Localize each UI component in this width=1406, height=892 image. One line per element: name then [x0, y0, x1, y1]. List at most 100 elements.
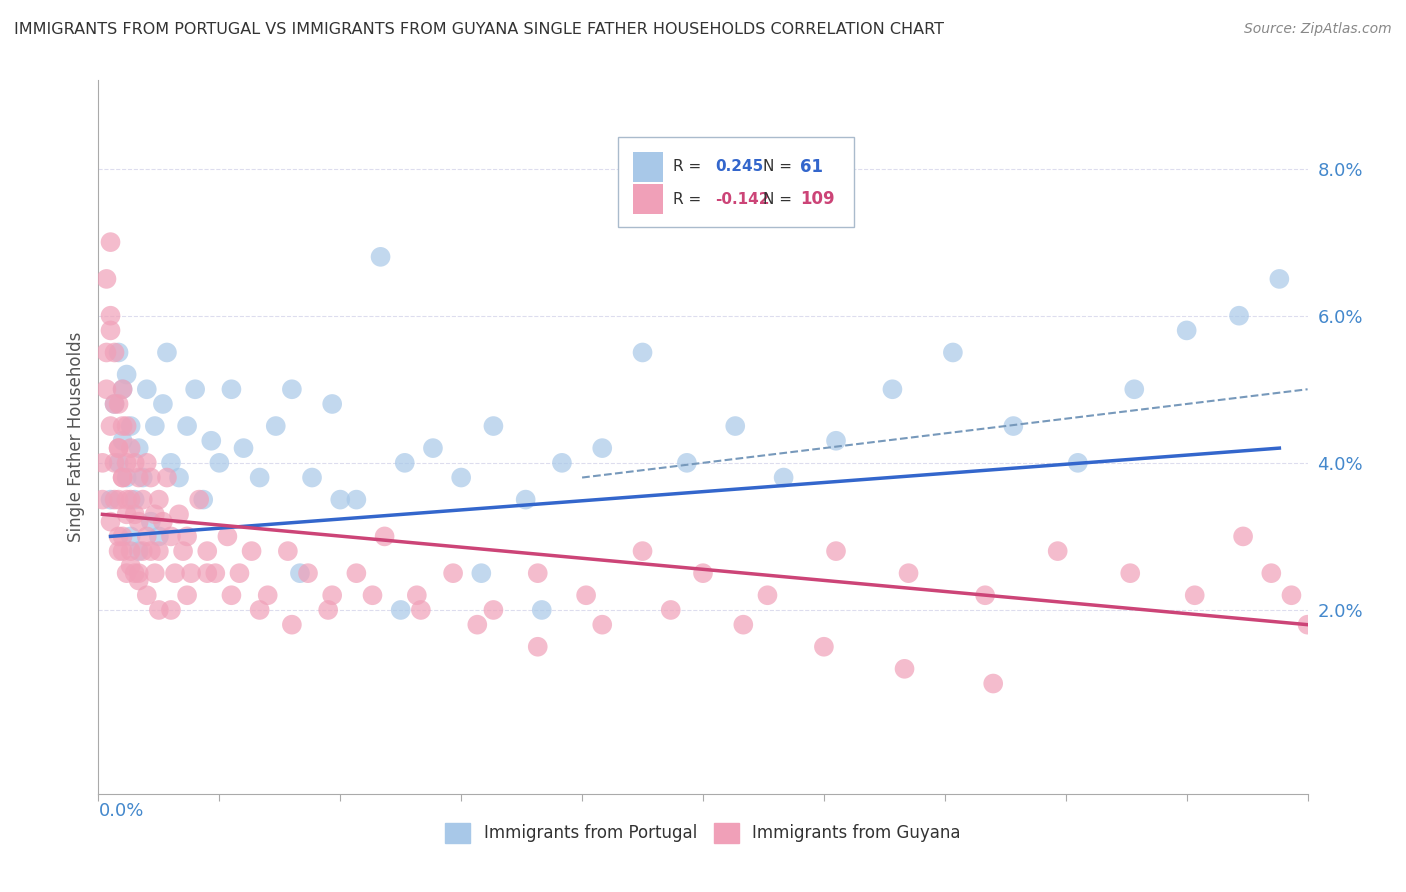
Point [152, 397, 174, 411]
Point [176, 419, 198, 434]
Point [132, 492, 155, 507]
Point [1296, 617, 1319, 632]
Point [124, 508, 146, 522]
Point [188, 492, 211, 507]
Point [409, 603, 432, 617]
Point [1260, 566, 1282, 581]
Point [120, 419, 142, 434]
Point [772, 470, 794, 484]
Point [148, 492, 170, 507]
Point [156, 345, 179, 359]
Point [217, 529, 239, 543]
Point [1002, 419, 1025, 434]
Point [240, 544, 263, 558]
Point [1067, 456, 1090, 470]
Point [120, 529, 142, 543]
Point [107, 397, 129, 411]
Point [232, 441, 254, 455]
Point [575, 588, 598, 602]
Point [139, 544, 162, 558]
Text: R =: R = [672, 192, 706, 207]
Text: R =: R = [672, 159, 706, 174]
Point [128, 515, 150, 529]
Point [1281, 588, 1303, 602]
Point [676, 456, 699, 470]
Point [128, 544, 150, 558]
Point [981, 676, 1004, 690]
Point [115, 419, 138, 434]
Point [135, 456, 157, 470]
Point [1046, 544, 1069, 558]
Point [124, 456, 146, 470]
Point [115, 368, 138, 382]
Point [825, 544, 848, 558]
Point [389, 603, 412, 617]
Point [91, 492, 114, 507]
Point [756, 588, 779, 602]
Point [301, 470, 323, 484]
Point [515, 492, 537, 507]
Point [422, 441, 444, 455]
Point [163, 566, 186, 581]
Point [128, 566, 150, 581]
Point [139, 470, 162, 484]
Point [208, 456, 231, 470]
Point [100, 235, 122, 249]
Point [277, 544, 299, 558]
Point [195, 544, 218, 558]
Point [128, 470, 150, 484]
Point [132, 544, 155, 558]
Point [482, 419, 505, 434]
Point [107, 544, 129, 558]
Point [316, 603, 339, 617]
Point [1268, 272, 1291, 286]
Point [465, 617, 488, 632]
FancyBboxPatch shape [619, 137, 855, 227]
Point [96, 272, 118, 286]
Point [450, 470, 472, 484]
Point [103, 397, 125, 411]
Text: Source: ZipAtlas.com: Source: ZipAtlas.com [1244, 22, 1392, 37]
Y-axis label: Single Father Households: Single Father Households [66, 332, 84, 542]
Point [91, 456, 114, 470]
Text: 61: 61 [800, 158, 823, 176]
Point [100, 419, 122, 434]
Point [530, 603, 553, 617]
Text: -0.142: -0.142 [716, 192, 769, 207]
Point [321, 397, 343, 411]
Point [1184, 588, 1206, 602]
Point [96, 345, 118, 359]
Point [111, 470, 134, 484]
Point [111, 434, 134, 448]
Point [1119, 566, 1142, 581]
Point [124, 566, 146, 581]
Point [631, 544, 654, 558]
Text: 0.245: 0.245 [716, 159, 763, 174]
Point [143, 508, 166, 522]
Point [100, 492, 122, 507]
Point [370, 250, 392, 264]
Point [249, 470, 271, 484]
Point [132, 470, 155, 484]
Point [135, 529, 157, 543]
Point [692, 566, 714, 581]
Point [160, 529, 183, 543]
Point [195, 566, 218, 581]
Point [405, 588, 427, 602]
Point [281, 382, 304, 396]
Point [882, 382, 904, 396]
Point [107, 529, 129, 543]
Point [228, 566, 250, 581]
Point [103, 397, 125, 411]
Point [526, 566, 548, 581]
Text: IMMIGRANTS FROM PORTUGAL VS IMMIGRANTS FROM GUYANA SINGLE FATHER HOUSEHOLDS CORR: IMMIGRANTS FROM PORTUGAL VS IMMIGRANTS F… [14, 22, 943, 37]
Point [152, 515, 174, 529]
Point [813, 640, 835, 654]
Point [551, 456, 574, 470]
Point [176, 588, 198, 602]
Point [1123, 382, 1146, 396]
Point [160, 456, 183, 470]
Legend: Immigrants from Portugal, Immigrants from Guyana: Immigrants from Portugal, Immigrants fro… [439, 816, 967, 850]
Point [184, 382, 207, 396]
Point [974, 588, 997, 602]
